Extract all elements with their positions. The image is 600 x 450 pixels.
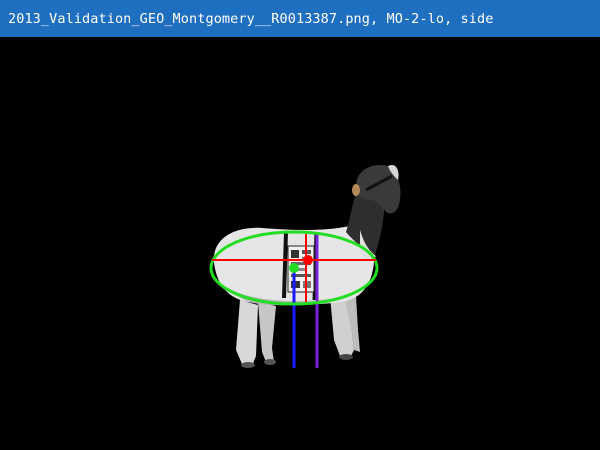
fitted-ellipse <box>209 230 379 306</box>
centroid-marker <box>289 263 299 273</box>
image-viewport[interactable] <box>0 37 600 450</box>
title-bar[interactable]: 2013_Validation_GEO_Montgomery__R0013387… <box>0 0 600 37</box>
center-marker <box>303 255 313 265</box>
window-title: 2013_Validation_GEO_Montgomery__R0013387… <box>8 10 494 27</box>
annotation-canvas <box>209 164 401 368</box>
goat-silhouette-icon <box>213 164 401 368</box>
